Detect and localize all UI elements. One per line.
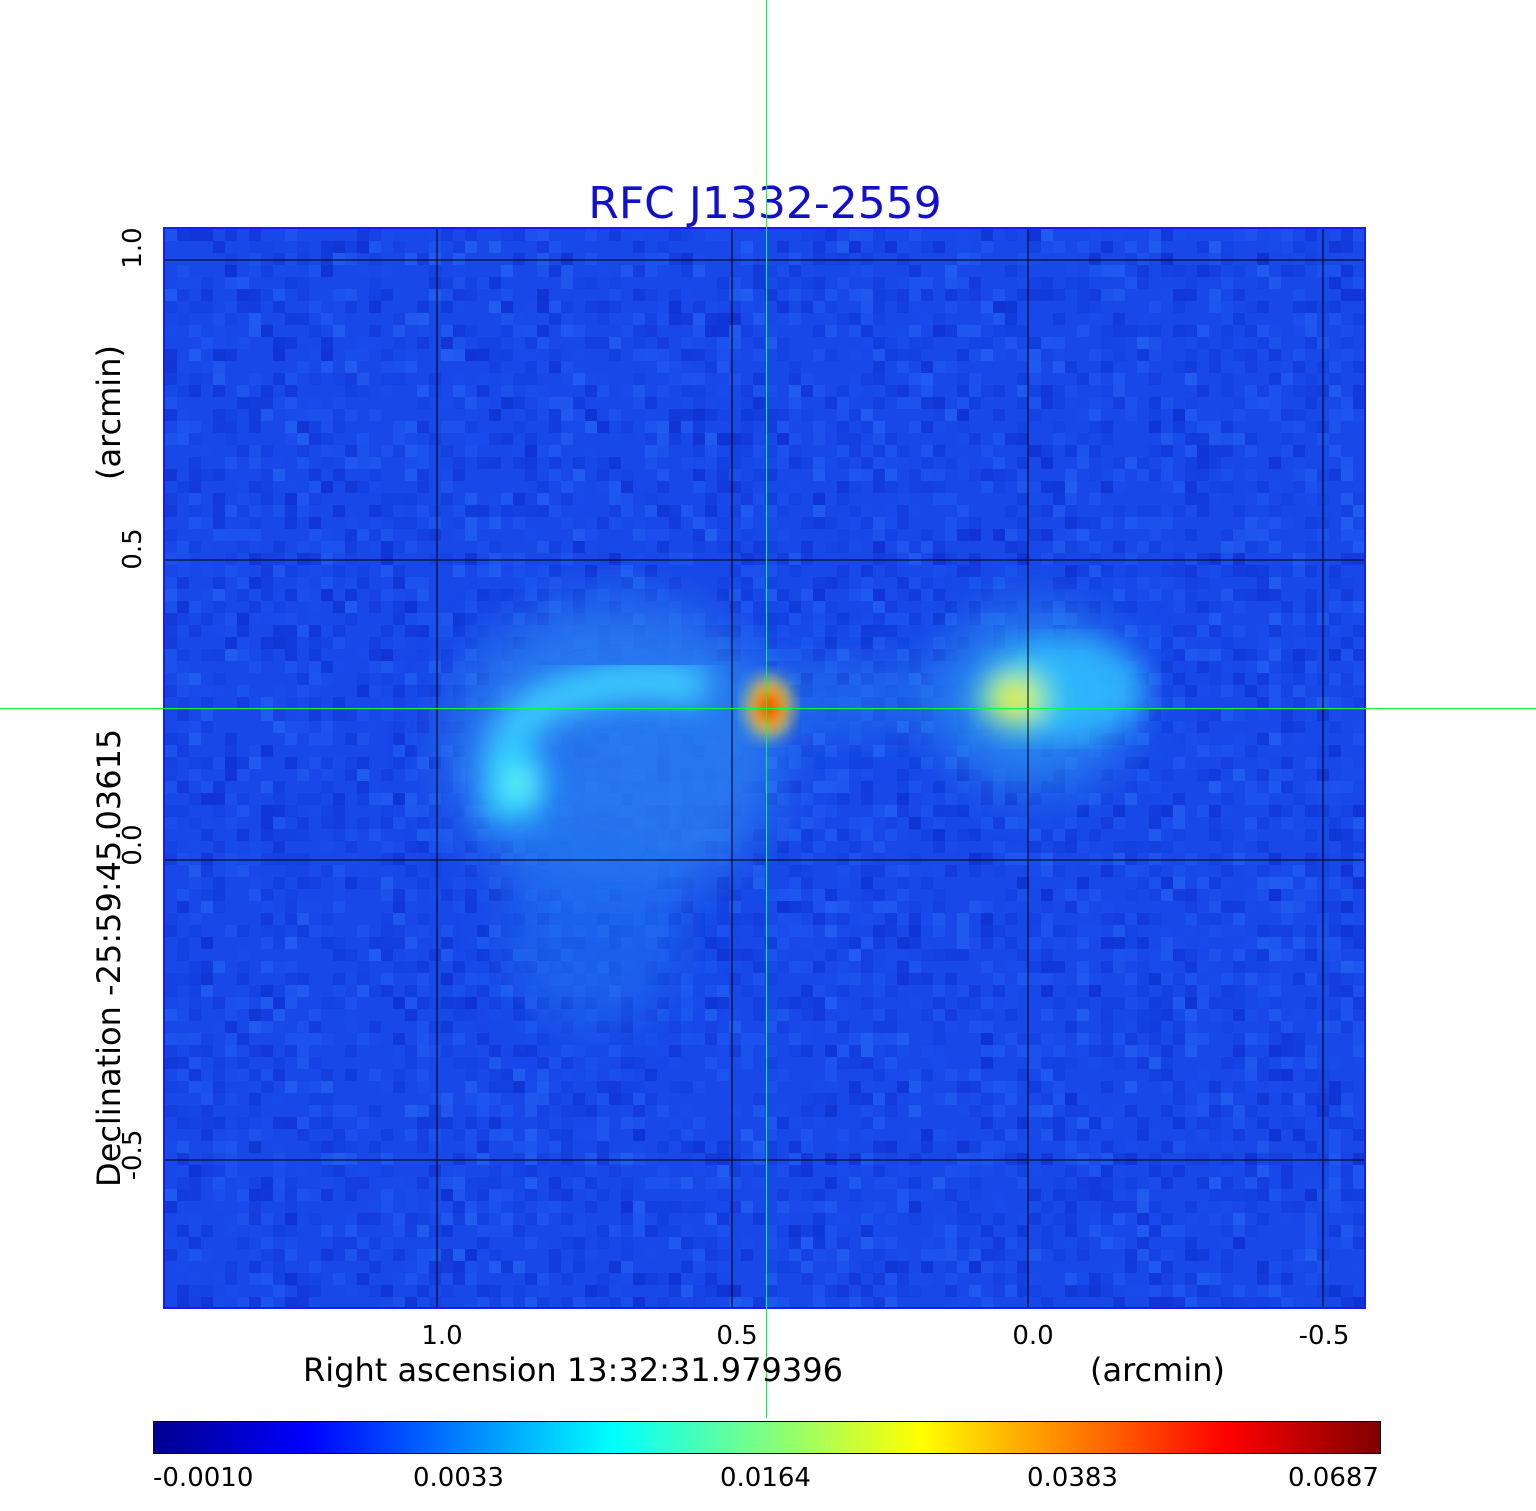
y-tick-label: 0.5 [118, 528, 148, 570]
core-source [743, 673, 795, 741]
y-axis-label: Declination -25:59:45.03615 [90, 728, 128, 1187]
crosshair-vertical [766, 0, 767, 1418]
x-tick-label: 0.0 [1012, 1321, 1054, 1351]
x-tick-label: -0.5 [1298, 1321, 1350, 1351]
colorbar [153, 1421, 1381, 1454]
crosshair-horizontal [0, 708, 1536, 709]
x-tick-label: 1.0 [421, 1321, 463, 1351]
y-tick-label: 1.0 [118, 227, 148, 269]
y-axis-unit: (arcmin) [90, 345, 128, 480]
colorbar-tick-label: 0.0687 [1288, 1463, 1379, 1493]
x-axis-unit: (arcmin) [1090, 1351, 1225, 1389]
right-lobe [970, 639, 1145, 739]
colorbar-tick-label: 0.0033 [413, 1463, 504, 1493]
colorbar-tick-label: -0.0010 [153, 1463, 254, 1493]
image-title: RFC J1332-2559 [588, 178, 942, 229]
x-axis-label: Right ascension 13:32:31.979396 [303, 1351, 843, 1389]
radio-map-svg [165, 229, 1364, 1307]
colorbar-tick-label: 0.0164 [720, 1463, 811, 1493]
colorbar-tick-label: 0.0383 [1027, 1463, 1118, 1493]
x-tick-label: 0.5 [716, 1321, 758, 1351]
radio-map-image [163, 227, 1366, 1309]
left-lobe [480, 661, 711, 839]
